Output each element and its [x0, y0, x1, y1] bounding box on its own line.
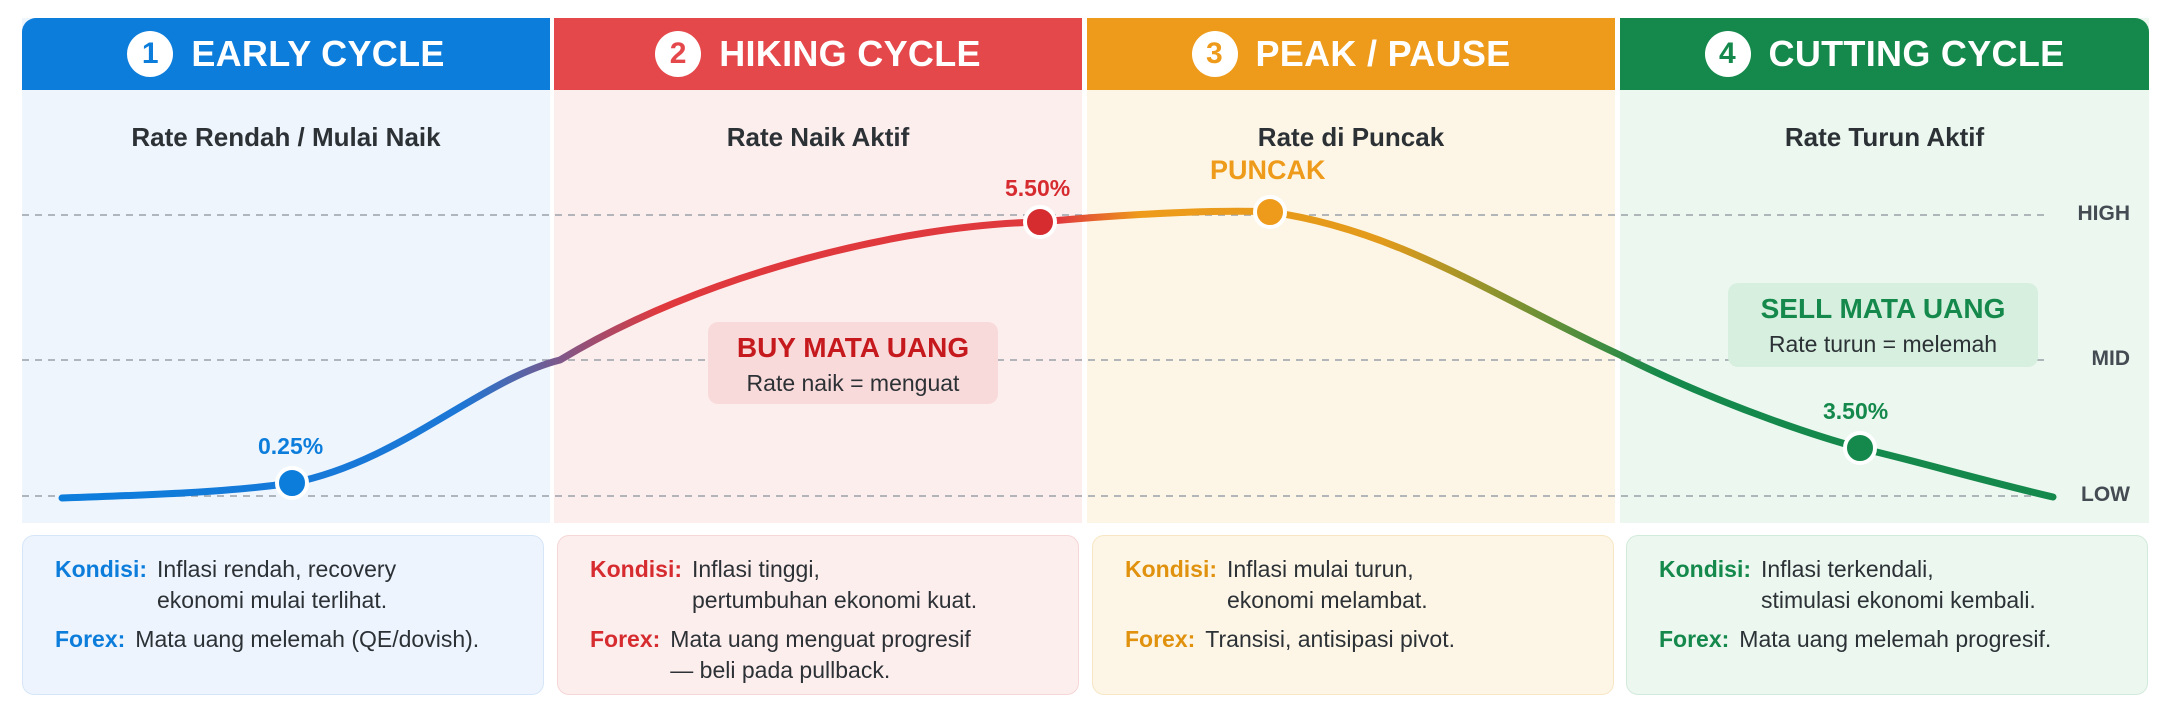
info-box-early: Kondisi: Inflasi rendah, recovery ekonomi…: [22, 535, 544, 695]
phase-column-peak: 3 PEAK / PAUSE Rate di Puncak: [1087, 18, 1615, 523]
phase-subtitle: Rate Naik Aktif: [726, 122, 910, 152]
rate-curve-line: [58, 207, 2057, 502]
phase-number-badge: 2: [655, 31, 702, 77]
phase-title: CUTTING CYCLE: [1768, 33, 2065, 74]
phase-title: PEAK / PAUSE: [1255, 33, 1511, 74]
info-box-peak: Kondisi: Inflasi mulai turun, ekonomi mel…: [1092, 535, 1614, 695]
phase-number-badge: 1: [127, 31, 174, 77]
phase-column-cutting: 4 CUTTING CYCLE Rate Turun Aktif: [1620, 18, 2149, 523]
phase-subtitle: Rate Turun Aktif: [1784, 122, 1985, 152]
buy-callout: BUY MATA UANG Rate naik = menguat: [708, 322, 998, 404]
phase-header-hiking: 2 HIKING CYCLE: [554, 18, 1082, 90]
forex-text: Mata uang menguat progresif — beli pada …: [670, 626, 971, 683]
level-high-label: HIGH: [2077, 202, 2131, 225]
level-mid-label: MID: [2091, 347, 2131, 370]
kondisi-text: Inflasi terkendali, stimulasi ekonomi ke…: [1761, 556, 2036, 613]
phase-header-early: 1 EARLY CYCLE: [22, 18, 550, 90]
sell-callout-text: Rate turun = melemah: [1768, 331, 1998, 357]
buy-callout-title: BUY MATA UANG: [736, 332, 970, 363]
forex-label: Forex:: [1659, 626, 1730, 652]
point-hiking-marker: [1023, 205, 1057, 239]
phase-column-early: 1 EARLY CYCLE Rate Rendah / Mulai Naik: [22, 18, 550, 523]
phase-title: HIKING CYCLE: [719, 33, 981, 74]
point-hiking-label: 5.50%: [1005, 175, 1071, 201]
point-peak-label: PUNCAK: [1210, 155, 1326, 185]
phase-column-hiking: 2 HIKING CYCLE Rate Naik Aktif: [554, 18, 1082, 523]
forex-text: Transisi, antisipasi pivot.: [1205, 626, 1455, 652]
forex-text: Mata uang melemah progresif.: [1739, 626, 2052, 652]
kondisi-text: Inflasi mulai turun, ekonomi melambat.: [1227, 556, 1428, 613]
phase-header-cutting: 4 CUTTING CYCLE: [1620, 18, 2149, 90]
kondisi-label: Kondisi:: [590, 556, 682, 582]
level-low-label: LOW: [2081, 483, 2130, 506]
phase-title: EARLY CYCLE: [191, 33, 445, 74]
kondisi-label: Kondisi:: [55, 556, 147, 582]
forex-text: Mata uang melemah (QE/dovish).: [135, 626, 480, 652]
buy-callout-text: Rate naik = menguat: [746, 370, 960, 396]
info-box-hiking: Kondisi: Inflasi tinggi, pertumbuhan ekon…: [557, 535, 1079, 695]
forex-label: Forex:: [1125, 626, 1196, 652]
point-cutting-label: 3.50%: [1823, 398, 1889, 424]
forex-label: Forex:: [55, 626, 126, 652]
point-cutting-marker: [1843, 431, 1877, 465]
kondisi-label: Kondisi:: [1125, 556, 1217, 582]
kondisi-text: Inflasi rendah, recovery ekonomi mulai t…: [157, 556, 397, 613]
sell-callout: SELL MATA UANG Rate turun = melemah: [1728, 283, 2038, 367]
point-peak-marker: [1253, 195, 1287, 229]
phase-subtitle: Rate di Puncak: [1257, 122, 1445, 152]
sell-callout-title: SELL MATA UANG: [1760, 293, 2006, 324]
kondisi-label: Kondisi:: [1659, 556, 1751, 582]
kondisi-text: Inflasi tinggi, pertumbuhan ekonomi kuat…: [692, 556, 978, 613]
info-box-cutting: Kondisi: Inflasi terkendali, stimulasi ek…: [1626, 535, 2148, 695]
forex-label: Forex:: [590, 626, 661, 652]
phase-subtitle: Rate Rendah / Mulai Naik: [131, 122, 441, 152]
phase-number-badge: 3: [1191, 31, 1238, 77]
point-early-label: 0.25%: [258, 433, 324, 459]
phase-number-badge: 4: [1704, 31, 1751, 77]
phase-header-peak: 3 PEAK / PAUSE: [1087, 18, 1615, 90]
point-early-marker: [275, 466, 309, 500]
